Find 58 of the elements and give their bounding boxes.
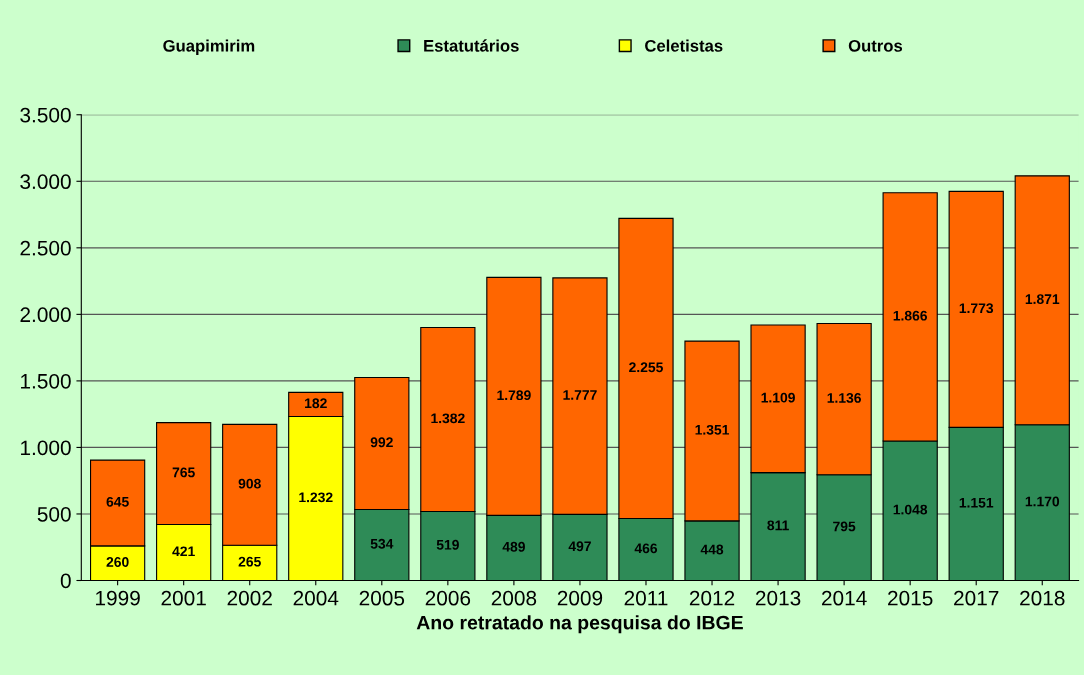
legend-label: Outros	[848, 39, 903, 52]
x-tick-label: 2005	[359, 590, 405, 606]
y-tick-label: 0	[60, 573, 71, 589]
x-tick-label: 2013	[755, 590, 801, 606]
data-label: 1.109	[761, 392, 795, 403]
data-label: 1.232	[299, 492, 333, 503]
data-label: 519	[436, 539, 459, 550]
x-tick-label: 2012	[689, 590, 735, 606]
data-label: 765	[172, 467, 195, 478]
y-tick-label: 1.000	[21, 440, 71, 456]
data-label: 489	[502, 541, 525, 552]
x-tick-label: 2004	[293, 590, 339, 606]
data-label: 1.382	[431, 413, 465, 424]
data-label: 182	[305, 398, 327, 409]
y-tick-label: 500	[37, 506, 71, 522]
x-tick-label: 2015	[888, 590, 933, 606]
x-tick-label: 2014	[822, 590, 867, 606]
data-label: 260	[106, 557, 129, 567]
x-tick-label: 2002	[227, 590, 272, 606]
data-label: 1.866	[893, 310, 928, 321]
data-label: 795	[833, 521, 856, 532]
data-label: 1.048	[893, 504, 928, 515]
data-label: 534	[370, 538, 394, 549]
x-tick-label: 2001	[161, 590, 206, 606]
x-tick-label: 2017	[954, 590, 999, 606]
y-tick-label: 3.000	[20, 174, 71, 190]
data-label: 1.170	[1025, 496, 1060, 507]
data-label: 265	[238, 556, 261, 567]
data-label: 645	[106, 496, 129, 507]
y-tick-label: 3.500	[20, 107, 71, 123]
chart-title: Guapimirim	[163, 39, 255, 56]
x-tick-label: 1999	[96, 590, 140, 606]
data-label: 1.789	[497, 390, 531, 401]
data-label: 1.151	[959, 497, 994, 508]
y-tick-label: 2.500	[20, 240, 71, 256]
data-label: 992	[370, 437, 393, 448]
legend-label: Celetistas	[645, 39, 723, 52]
data-label: 421	[172, 546, 195, 557]
data-label: 811	[767, 520, 789, 531]
x-tick-label: 2011	[624, 590, 668, 606]
legend-label: Estatutários	[424, 39, 519, 52]
x-tick-label: 2006	[425, 590, 471, 606]
data-label: 908	[238, 478, 261, 489]
data-label: 1.136	[827, 393, 861, 403]
x-tick-label: 2008	[491, 590, 537, 606]
x-tick-label: 2009	[557, 590, 603, 606]
y-tick-label: 1.500	[21, 373, 71, 389]
x-tick-label: 2018	[1020, 590, 1065, 606]
x-axis-title: Ano retratado na pesquisa do IBGE	[416, 615, 743, 634]
data-label: 1.777	[563, 390, 597, 400]
y-tick-label: 2.000	[20, 307, 71, 323]
data-label: 1.871	[1025, 294, 1060, 305]
data-label: 2.255	[629, 362, 663, 373]
data-label: 466	[634, 543, 658, 554]
data-label: 1.773	[959, 303, 994, 314]
data-label: 497	[568, 541, 591, 552]
data-label: 448	[700, 544, 724, 555]
data-label: 1.351	[695, 424, 730, 435]
